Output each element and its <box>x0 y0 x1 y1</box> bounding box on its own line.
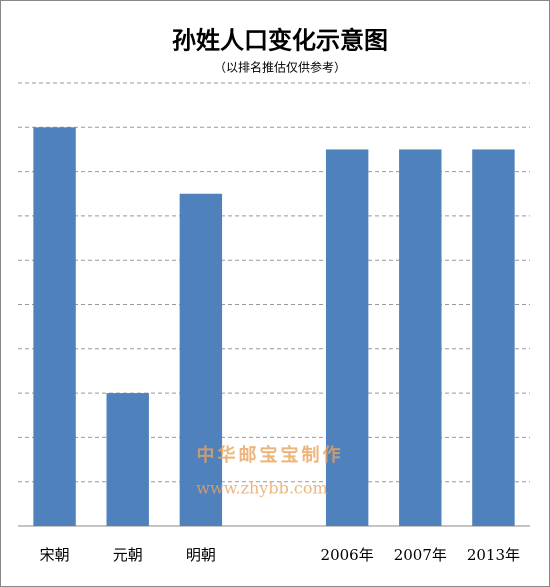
bars <box>33 127 515 527</box>
bar <box>33 127 76 527</box>
chart-subtitle: （以排名推估仅供参考） <box>214 60 346 75</box>
x-tick-label: 明朝 <box>186 546 216 564</box>
x-tick-label: 宋朝 <box>40 546 70 564</box>
chart-title: 孙姓人口变化示意图 <box>172 26 388 55</box>
watermark: 中华邮宝宝制作 <box>197 444 344 466</box>
bar <box>399 149 442 526</box>
bar <box>106 393 149 526</box>
x-tick-label: 2013年 <box>467 546 520 564</box>
x-tick-label: 元朝 <box>113 546 143 564</box>
grid <box>18 82 530 527</box>
bar <box>179 193 223 526</box>
bar <box>325 149 369 526</box>
watermark: www.zhybb.com <box>196 479 327 498</box>
x-tick-label: 2007年 <box>394 546 447 564</box>
x-tick-label: 2006年 <box>321 546 374 564</box>
bar <box>472 149 515 526</box>
